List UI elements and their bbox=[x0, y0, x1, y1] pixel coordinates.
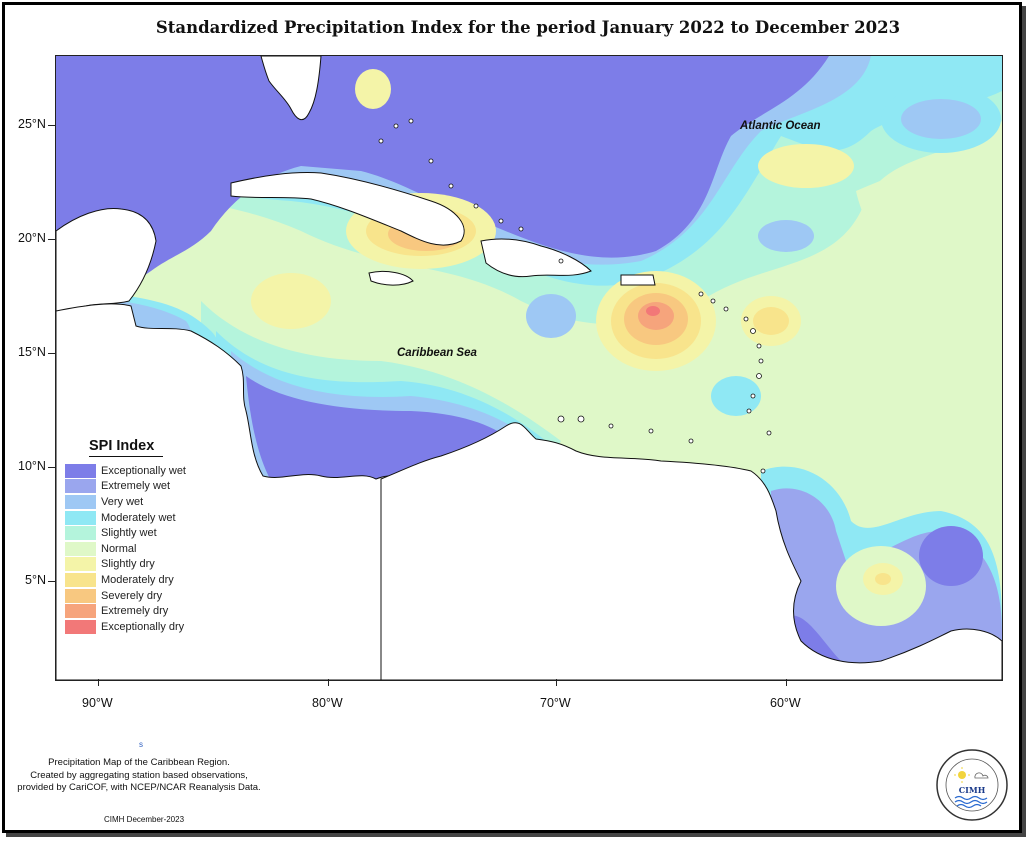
florida bbox=[260, 56, 322, 121]
small-islands bbox=[378, 118, 772, 474]
legend-swatch bbox=[65, 479, 96, 494]
y-tick-line-25 bbox=[48, 125, 55, 126]
x-tick-60: 60°W bbox=[770, 696, 801, 710]
legend-item: Exceptionally dry bbox=[65, 619, 186, 635]
land-masses bbox=[56, 56, 1002, 680]
legend-item: Exceptionally wet bbox=[65, 463, 186, 479]
sun-icon bbox=[958, 771, 966, 779]
caption-line-1: Precipitation Map of the Caribbean Regio… bbox=[48, 757, 230, 768]
legend-label: Severely dry bbox=[101, 589, 163, 602]
legend-swatch bbox=[65, 604, 96, 619]
legend-label: Exceptionally dry bbox=[101, 620, 185, 633]
legend-swatch bbox=[65, 463, 96, 478]
y-tick-10: 10°N bbox=[18, 459, 46, 473]
footer-date: CIMH December-2023 bbox=[104, 815, 185, 824]
legend-label: Moderately dry bbox=[101, 573, 174, 586]
atlantic-patch-3 bbox=[758, 220, 814, 252]
legend-label: Moderately wet bbox=[101, 511, 176, 524]
x-tick-90: 90°W bbox=[82, 696, 113, 710]
east-wet-patch bbox=[711, 376, 761, 416]
central-america bbox=[56, 303, 432, 680]
guianas-exceptionally-wet bbox=[919, 526, 983, 586]
x-tick-line-70 bbox=[556, 679, 557, 686]
legend-item: Very wet bbox=[65, 494, 186, 510]
legend-item: Normal bbox=[65, 541, 186, 557]
legend-item: Moderately dry bbox=[65, 572, 186, 588]
bahamas-slightly-dry bbox=[355, 69, 391, 109]
hispaniola bbox=[480, 238, 592, 278]
legend-item: Severely dry bbox=[65, 588, 186, 604]
legend-item: Extremely dry bbox=[65, 603, 186, 619]
legend-item: Extremely wet bbox=[65, 479, 186, 495]
x-tick-70: 70°W bbox=[540, 696, 571, 710]
y-tick-line-10 bbox=[48, 467, 55, 468]
legend-swatch bbox=[65, 588, 96, 603]
caribbean-sea-label: Caribbean Sea bbox=[397, 347, 477, 359]
ne-extremely-dry bbox=[638, 302, 674, 330]
legend-label: Extremely dry bbox=[101, 605, 169, 618]
stray-mark: s bbox=[139, 740, 143, 749]
jamaica bbox=[368, 270, 414, 286]
legend-label: Slightly dry bbox=[101, 558, 155, 571]
legend-item: Moderately wet bbox=[65, 510, 186, 526]
caption-line-2: Created by aggregating station based obs… bbox=[30, 769, 248, 781]
puerto-rico bbox=[620, 274, 656, 286]
legend-swatch bbox=[65, 619, 96, 634]
south-america bbox=[380, 422, 1002, 680]
y-tick-5: 5°N bbox=[25, 573, 46, 587]
x-tick-line-80 bbox=[328, 679, 329, 686]
legend-swatch bbox=[65, 557, 96, 572]
leeward-moderately-dry bbox=[753, 307, 789, 335]
legend-title: SPI Index bbox=[89, 438, 163, 457]
atlantic-dry-patch bbox=[758, 144, 854, 188]
spi-map bbox=[55, 55, 1003, 681]
spi-legend: SPI Index Exceptionally wet Extremely wet… bbox=[65, 438, 186, 635]
atlantic-patch-2 bbox=[901, 99, 981, 139]
central-wet-patch bbox=[526, 294, 576, 338]
legend-label: Slightly wet bbox=[101, 527, 157, 540]
x-tick-80: 80°W bbox=[312, 696, 343, 710]
y-tick-15: 15°N bbox=[18, 345, 46, 359]
ne-exceptionally-dry bbox=[646, 306, 660, 316]
cloud-icon bbox=[974, 772, 989, 779]
legend-label: Exceptionally wet bbox=[101, 464, 186, 477]
legend-swatch bbox=[65, 494, 96, 509]
map-title: Standardized Precipitation Index for the… bbox=[155, 18, 901, 37]
guianas-moderately-dry bbox=[875, 573, 891, 585]
cimh-logo: CIMH bbox=[935, 748, 1009, 822]
legend-item: Slightly dry bbox=[65, 557, 186, 573]
y-tick-25: 25°N bbox=[18, 117, 46, 131]
legend-swatch bbox=[65, 572, 96, 587]
y-tick-line-20 bbox=[48, 239, 55, 240]
legend-item: Slightly wet bbox=[65, 525, 186, 541]
legend-swatch bbox=[65, 541, 96, 556]
legend-label: Very wet bbox=[101, 495, 144, 508]
y-tick-line-5 bbox=[48, 581, 55, 582]
x-tick-line-90 bbox=[98, 679, 99, 686]
atlantic-exceptionally-wet bbox=[56, 56, 829, 291]
west-slightly-dry bbox=[251, 273, 331, 329]
atlantic-ocean-label: Atlantic Ocean bbox=[740, 120, 821, 132]
legend-rows: Exceptionally wet Extremely wet Very wet Mo… bbox=[65, 463, 186, 635]
x-tick-line-60 bbox=[786, 679, 787, 686]
legend-swatch bbox=[65, 510, 96, 525]
y-tick-20: 20°N bbox=[18, 231, 46, 245]
logo-text: CIMH bbox=[959, 785, 986, 795]
cuba bbox=[230, 172, 465, 246]
legend-label: Normal bbox=[101, 542, 137, 555]
legend-label: Extremely wet bbox=[101, 480, 171, 493]
legend-swatch bbox=[65, 526, 96, 541]
y-tick-line-15 bbox=[48, 353, 55, 354]
caption-line-3: provided by CariCOF, with NCEP/NCAR Rean… bbox=[17, 782, 261, 793]
map-caption: Precipitation Map of the Caribbean Regio… bbox=[8, 757, 270, 795]
